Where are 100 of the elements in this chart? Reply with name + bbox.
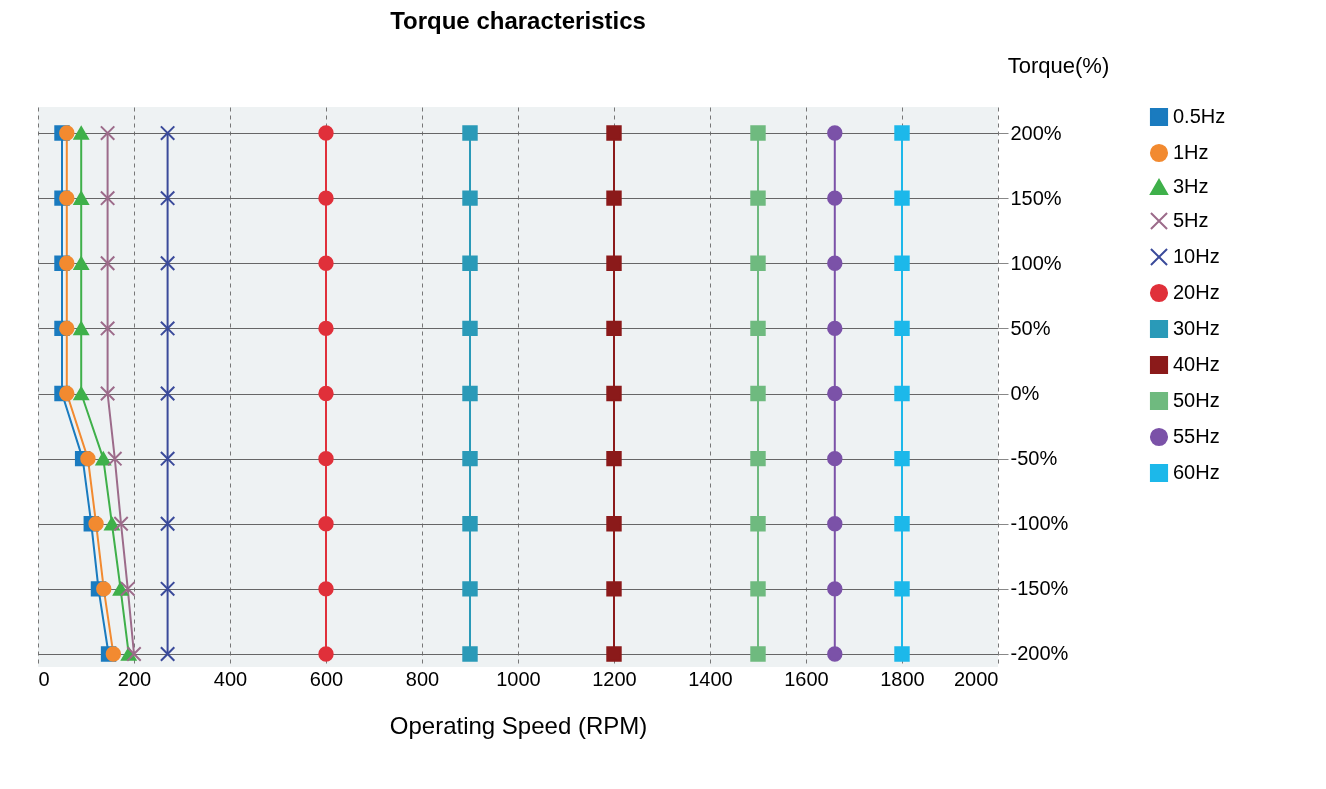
x-tick-label: 1200 (592, 667, 637, 690)
point (827, 190, 843, 206)
point (750, 125, 766, 141)
legend-label: 1Hz (1173, 141, 1209, 163)
point (750, 646, 766, 662)
point (99, 385, 116, 402)
point (159, 190, 176, 206)
point (827, 125, 843, 141)
y-tick-label: -50% (1010, 447, 1058, 470)
point (606, 646, 622, 662)
point (750, 320, 766, 337)
point (59, 385, 75, 402)
point (606, 255, 622, 271)
point (159, 125, 176, 141)
point (95, 451, 111, 466)
point (750, 450, 766, 467)
point (59, 190, 75, 206)
y-tick-label: 150% (1010, 186, 1062, 209)
point (73, 256, 89, 271)
x-tick-label: 1800 (880, 667, 925, 690)
point (59, 320, 75, 337)
x-tick-label: 200 (117, 667, 152, 690)
point (827, 646, 843, 662)
point (159, 385, 176, 402)
point (73, 126, 89, 140)
legend-label: 50Hz (1173, 389, 1220, 411)
point (750, 385, 766, 402)
legend-label: 3Hz (1173, 175, 1209, 197)
point (107, 450, 123, 467)
point (120, 581, 136, 597)
point (894, 516, 910, 532)
point (827, 385, 843, 402)
point (159, 255, 176, 271)
point (462, 385, 478, 402)
point (894, 255, 910, 271)
chart-title: Torque characteristics (390, 7, 646, 34)
point (318, 255, 334, 271)
point (894, 320, 910, 337)
point (159, 516, 176, 532)
point (894, 190, 910, 206)
point (80, 450, 96, 467)
point (318, 385, 334, 402)
point (59, 125, 75, 141)
point (462, 125, 478, 141)
point (606, 450, 622, 467)
point (750, 581, 766, 597)
point (73, 321, 89, 336)
legend-label: 40Hz (1173, 353, 1220, 375)
point (318, 516, 334, 532)
point (99, 255, 116, 271)
y-tick-label: -200% (1010, 642, 1069, 665)
point (606, 516, 622, 532)
point (99, 190, 116, 206)
point (99, 125, 116, 141)
point (827, 516, 843, 532)
y-tick-label: -150% (1010, 577, 1069, 600)
point (827, 320, 843, 337)
x-tick-label: 2000 (954, 667, 999, 690)
point (750, 190, 766, 206)
point (318, 581, 334, 597)
point (462, 581, 478, 597)
y-tick-label: -100% (1010, 512, 1069, 535)
point (462, 450, 478, 467)
point (750, 516, 766, 532)
point (606, 125, 622, 141)
point (105, 646, 122, 662)
y-tick-label: 200% (1010, 121, 1062, 144)
point (104, 516, 120, 531)
point (606, 385, 622, 402)
point (894, 125, 910, 141)
x-tick-label: 400 (213, 667, 248, 690)
point (159, 320, 176, 337)
legend-label: 30Hz (1173, 317, 1220, 339)
point (318, 320, 334, 337)
point (606, 190, 622, 206)
y-tick-label: 100% (1010, 251, 1062, 274)
point (318, 190, 334, 206)
point (318, 646, 334, 662)
x-tick-label: 1600 (784, 667, 829, 690)
legend-label: 5Hz (1173, 209, 1209, 231)
point (462, 516, 478, 532)
point (894, 581, 910, 597)
y-tick-label: 50% (1010, 316, 1051, 339)
point (462, 190, 478, 206)
point (462, 646, 478, 662)
x-tick-label: 1400 (688, 667, 733, 690)
point (462, 320, 478, 337)
x-tick-label: 800 (405, 667, 440, 690)
point (894, 646, 910, 662)
point (894, 450, 910, 467)
x-tick-label: 1000 (496, 667, 541, 690)
legend-label: 55Hz (1173, 425, 1220, 447)
point (113, 516, 129, 532)
x-axis-title: Operating Speed (RPM) (389, 711, 648, 739)
point (894, 385, 910, 402)
point (606, 581, 622, 597)
point (126, 646, 142, 662)
point (159, 450, 176, 467)
x-tick-label: 600 (309, 667, 344, 690)
point (318, 450, 334, 467)
